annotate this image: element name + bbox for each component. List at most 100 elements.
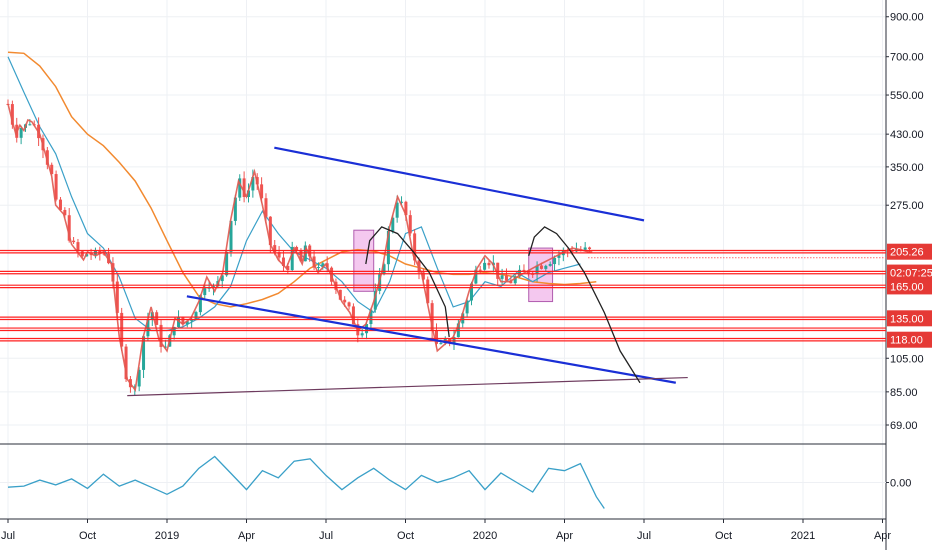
candle-body[interactable] bbox=[120, 312, 124, 347]
candle-body[interactable] bbox=[155, 312, 159, 325]
candle-body[interactable] bbox=[535, 265, 539, 274]
candle-body[interactable] bbox=[351, 306, 355, 325]
fast-ma-line[interactable] bbox=[7, 56, 581, 332]
candle-body[interactable] bbox=[391, 217, 395, 231]
candle-body[interactable] bbox=[137, 369, 141, 387]
candle-body[interactable] bbox=[570, 250, 574, 252]
candle-body[interactable] bbox=[142, 336, 146, 370]
price-line[interactable] bbox=[7, 103, 593, 393]
candle-body[interactable] bbox=[54, 174, 58, 200]
candle-body[interactable] bbox=[150, 312, 154, 320]
candle-body[interactable] bbox=[28, 124, 32, 126]
channel-trendline[interactable] bbox=[274, 146, 645, 222]
candle-body[interactable] bbox=[347, 302, 351, 307]
candle-body[interactable] bbox=[483, 262, 487, 270]
price-tag[interactable] bbox=[887, 264, 932, 281]
candle-body[interactable] bbox=[435, 330, 439, 344]
oscillator-line[interactable] bbox=[7, 455, 605, 509]
candle-body[interactable] bbox=[395, 202, 399, 218]
candle-body[interactable] bbox=[312, 256, 316, 268]
candle-body[interactable] bbox=[553, 257, 557, 265]
candle-body[interactable] bbox=[373, 290, 377, 310]
candle-body[interactable] bbox=[45, 150, 49, 165]
candle-body[interactable] bbox=[526, 270, 530, 274]
candle-body[interactable] bbox=[181, 316, 185, 325]
candle-body[interactable] bbox=[544, 265, 548, 269]
candle-body[interactable] bbox=[588, 247, 592, 250]
candle-body[interactable] bbox=[360, 333, 364, 336]
candle-body[interactable] bbox=[548, 264, 552, 266]
main-pane[interactable] bbox=[0, 51, 886, 397]
candle-body[interactable] bbox=[268, 216, 272, 246]
candle-body[interactable] bbox=[238, 178, 242, 198]
candle-body[interactable] bbox=[504, 275, 508, 281]
candle-body[interactable] bbox=[338, 289, 342, 300]
candle-body[interactable] bbox=[400, 201, 404, 203]
candle-body[interactable] bbox=[295, 246, 299, 251]
candle-body[interactable] bbox=[426, 279, 430, 304]
candle-body[interactable] bbox=[194, 312, 198, 321]
candle-body[interactable] bbox=[299, 250, 303, 262]
candle-body[interactable] bbox=[386, 230, 390, 265]
price-tag[interactable] bbox=[887, 310, 932, 327]
candle-body[interactable] bbox=[531, 273, 535, 275]
candle-body[interactable] bbox=[19, 127, 23, 138]
candle-body[interactable] bbox=[76, 242, 80, 252]
candle-body[interactable] bbox=[469, 283, 473, 301]
candle-body[interactable] bbox=[404, 201, 408, 216]
candle-body[interactable] bbox=[286, 266, 290, 270]
candle-body[interactable] bbox=[478, 269, 482, 271]
candle-body[interactable] bbox=[500, 275, 504, 279]
projection-arc[interactable] bbox=[528, 226, 641, 384]
candle-body[interactable] bbox=[58, 199, 62, 210]
candle-body[interactable] bbox=[539, 265, 543, 269]
candle-body[interactable] bbox=[465, 300, 469, 314]
candle-body[interactable] bbox=[321, 263, 325, 268]
candle-body[interactable] bbox=[63, 209, 67, 216]
candle-body[interactable] bbox=[281, 257, 285, 267]
price-tag[interactable] bbox=[887, 331, 932, 348]
candle-body[interactable] bbox=[72, 240, 76, 243]
candle-body[interactable] bbox=[124, 346, 128, 380]
channel-trendline[interactable] bbox=[186, 295, 676, 384]
projection-arc[interactable] bbox=[365, 226, 450, 338]
candle-body[interactable] bbox=[408, 215, 412, 234]
slow-ma-line[interactable] bbox=[7, 51, 597, 308]
candle-body[interactable] bbox=[225, 251, 229, 276]
candle-body[interactable] bbox=[115, 281, 119, 313]
candle-body[interactable] bbox=[80, 251, 84, 257]
candle-body[interactable] bbox=[67, 215, 71, 241]
candle-body[interactable] bbox=[185, 321, 189, 325]
candle-body[interactable] bbox=[557, 255, 561, 258]
candle-body[interactable] bbox=[159, 324, 163, 347]
time-axis[interactable]: Jul Oct 2019 Apr Jul Oct 2020 Apr Jul Oct 2021 Apr bbox=[1, 519, 891, 542]
candle-body[interactable] bbox=[212, 286, 216, 288]
candle-body[interactable] bbox=[203, 288, 207, 296]
candle-body[interactable] bbox=[251, 177, 255, 191]
candle-body[interactable] bbox=[474, 269, 478, 284]
candle-body[interactable] bbox=[220, 275, 224, 282]
support-trendline[interactable] bbox=[127, 376, 688, 397]
candle-body[interactable] bbox=[50, 164, 54, 175]
candle-body[interactable] bbox=[246, 190, 250, 197]
price-tag[interactable] bbox=[887, 278, 932, 295]
candle-body[interactable] bbox=[98, 250, 102, 254]
candle-body[interactable] bbox=[190, 320, 194, 322]
candle-body[interactable] bbox=[163, 346, 167, 348]
candle-body[interactable] bbox=[233, 197, 237, 221]
candle-body[interactable] bbox=[413, 233, 417, 261]
price-tag[interactable] bbox=[887, 243, 932, 260]
candle-body[interactable] bbox=[382, 264, 386, 275]
price-axis[interactable]: 0.00 900.00 700.00 550.00 430.00 350.00 275.00… bbox=[886, 12, 932, 490]
candle-body[interactable] bbox=[583, 247, 587, 250]
candle-body[interactable] bbox=[509, 280, 513, 284]
candle-body[interactable] bbox=[264, 198, 268, 217]
candle-body[interactable] bbox=[461, 313, 465, 324]
candle-body[interactable] bbox=[242, 178, 246, 197]
candle-body[interactable] bbox=[198, 295, 202, 313]
candle-body[interactable] bbox=[522, 269, 526, 271]
candle-body[interactable] bbox=[89, 254, 93, 256]
oscillator-pane[interactable] bbox=[0, 455, 886, 509]
